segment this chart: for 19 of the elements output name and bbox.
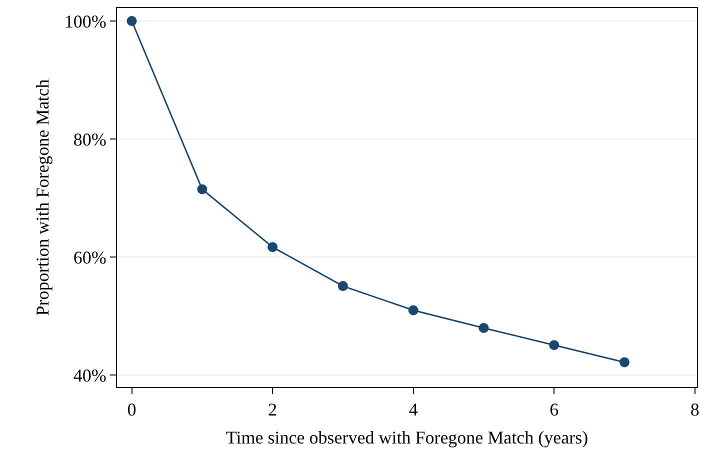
x-tick-label: 0 [127, 400, 136, 420]
point [268, 242, 278, 252]
y-axis-title: Proportion with Foregone Match [32, 79, 53, 316]
point [197, 184, 208, 194]
x-tick-label: 2 [268, 400, 278, 420]
point [549, 340, 560, 350]
point [478, 322, 489, 333]
point [126, 16, 137, 26]
x-tick-label: 4 [408, 400, 418, 420]
y-tick-label: 100% [64, 11, 106, 32]
point [620, 357, 630, 368]
x-tick-label: 8 [690, 400, 700, 420]
y-tick-label: 80% [73, 129, 106, 150]
y-tick-label: 40% [73, 365, 106, 386]
x-tick-label: 6 [550, 400, 559, 420]
y-tick-label: 60% [73, 247, 106, 268]
x-axis-title: Time since observed with Foregone Match (years) [226, 428, 588, 448]
point [338, 281, 348, 292]
point [408, 305, 418, 316]
